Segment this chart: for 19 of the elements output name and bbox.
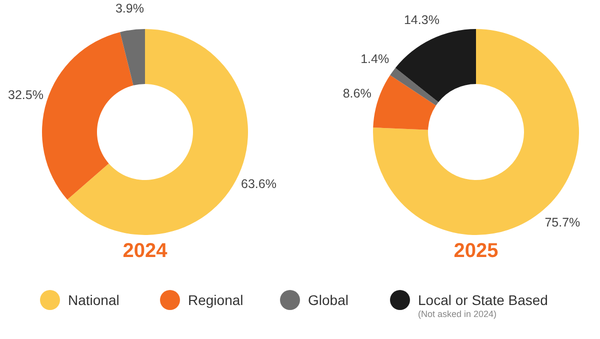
text: 2025 [454,240,498,262]
data-label: 63.6% [241,177,276,192]
donut-slice [120,29,145,86]
data-label: 1.4% [360,52,390,66]
legend-label: National [68,292,120,308]
legend-label: Local or State Based [418,292,548,308]
donut-slice [395,29,476,102]
text: (Not asked in 2024) [418,309,497,319]
data-label: 32.5% [8,88,44,102]
donut-slice [390,68,438,106]
data-label: 75.7% [544,216,580,230]
data-label: 14.3% [404,12,440,27]
donut-slice [373,75,436,130]
data-label: 3.9% [115,1,144,16]
text: 2024 [122,240,168,262]
data-label: 8.6% [342,86,372,101]
donut-slice [42,32,134,200]
legend-label: Global [308,292,348,308]
legend-label: Regional [188,292,244,308]
